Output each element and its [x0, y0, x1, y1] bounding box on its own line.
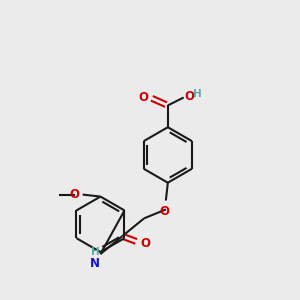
Text: O: O [185, 90, 195, 103]
Text: N: N [89, 257, 100, 270]
Text: O: O [138, 91, 148, 104]
Text: H: H [193, 88, 201, 98]
Text: O: O [140, 237, 150, 250]
Text: O: O [160, 206, 170, 218]
Text: O: O [70, 188, 80, 201]
Text: H: H [91, 247, 100, 257]
